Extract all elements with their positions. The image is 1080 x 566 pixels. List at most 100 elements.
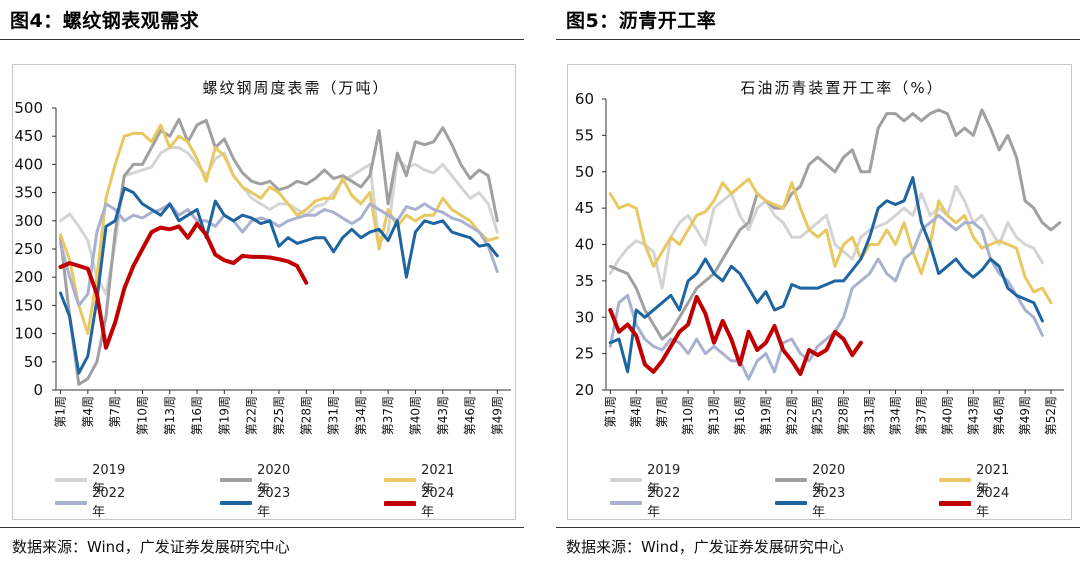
series-line <box>608 184 1044 290</box>
legend-item: 2023年 <box>220 486 296 520</box>
series-line <box>608 176 1044 374</box>
legend-item: 2021年 <box>939 463 1015 497</box>
y-tick-label: 350 <box>14 184 43 202</box>
right-panel-title: 图5：沥青开工率 <box>566 10 717 32</box>
x-tick-label: 第43周 <box>966 396 980 435</box>
y-tick-label: 25 <box>575 345 594 363</box>
x-tick-label: 第4周 <box>81 396 95 428</box>
chart-title: 石油沥青装置开工率（%） <box>740 79 943 97</box>
y-tick-label: 60 <box>575 90 594 108</box>
chart-title: 螺纹钢周度表需（万吨） <box>202 79 389 97</box>
right-chart-frame <box>567 64 1072 520</box>
series-line <box>59 117 499 386</box>
legend-item: 2020年 <box>775 463 851 497</box>
legend-label: 2019年 <box>92 463 126 497</box>
x-tick-label: 第4周 <box>629 396 643 428</box>
left-bottom-rule <box>0 527 524 528</box>
y-tick-label: 40 <box>575 236 594 254</box>
legend-item: 2021年 <box>384 463 460 497</box>
x-tick-label: 第40周 <box>940 396 954 435</box>
legend-swatch <box>55 478 88 482</box>
legend-swatch <box>939 478 972 482</box>
x-tick-label: 第16周 <box>733 396 747 435</box>
x-tick-label: 第46周 <box>992 396 1006 435</box>
right-bottom-rule <box>556 527 1080 528</box>
x-tick-label: 第49周 <box>1018 396 1032 435</box>
x-tick-label: 第28周 <box>299 396 313 435</box>
x-tick-label: 第34周 <box>354 396 368 435</box>
y-tick-label: 30 <box>575 308 594 326</box>
x-tick-label: 第1周 <box>54 396 68 428</box>
legend-swatch <box>220 501 253 505</box>
x-tick-label: 第10周 <box>135 396 149 435</box>
x-tick-label: 第46周 <box>463 396 477 435</box>
y-tick-label: 500 <box>14 99 43 117</box>
y-tick-label: 50 <box>575 163 594 181</box>
series-line <box>59 123 499 336</box>
x-tick-label: 第16周 <box>190 396 204 435</box>
y-tick-label: 150 <box>14 296 43 314</box>
y-tick-label: 55 <box>575 126 594 144</box>
legend-label: 2022年 <box>92 486 126 520</box>
x-tick-label: 第43周 <box>436 396 450 435</box>
y-tick-label: 450 <box>14 127 43 145</box>
legend-label: 2021年 <box>976 463 1010 497</box>
legend-label: 2024年 <box>976 486 1010 520</box>
left-chart-frame <box>12 64 516 520</box>
y-tick-label: 250 <box>14 240 43 258</box>
x-tick-label: 第34周 <box>888 396 902 435</box>
legend-label: 2020年 <box>257 463 291 497</box>
legend-swatch <box>55 501 88 505</box>
legend-item: 2023年 <box>775 486 851 520</box>
legend-label: 2023年 <box>812 486 846 520</box>
series-line <box>59 146 499 296</box>
x-tick-label: 第31周 <box>863 396 877 435</box>
legend-item: 2024年 <box>384 486 460 520</box>
x-tick-label: 第13周 <box>707 396 721 435</box>
legend-label: 2020年 <box>812 463 846 497</box>
legend-swatch <box>775 478 808 482</box>
y-tick-label: 0 <box>33 381 43 399</box>
legend-swatch <box>939 500 972 506</box>
x-tick-label: 第37周 <box>381 396 395 435</box>
y-tick-label: 35 <box>575 272 594 290</box>
x-tick-label: 第10周 <box>681 396 695 435</box>
series-line <box>58 221 309 350</box>
x-tick-label: 第49周 <box>490 396 504 435</box>
left-source: 数据来源：Wind，广发证券发展研究中心 <box>12 538 290 556</box>
x-tick-label: 第40周 <box>408 396 422 435</box>
legend-label: 2019年 <box>647 463 681 497</box>
x-tick-label: 第1周 <box>603 396 617 428</box>
y-tick-label: 200 <box>14 268 43 286</box>
series-line <box>608 108 1062 341</box>
series-line <box>608 177 1053 305</box>
series-line <box>59 186 499 375</box>
x-tick-label: 第7周 <box>655 396 669 428</box>
y-tick-label: 45 <box>575 199 594 217</box>
x-tick-label: 第28周 <box>837 396 851 435</box>
y-tick-label: 50 <box>24 353 43 371</box>
x-tick-label: 第37周 <box>914 396 928 435</box>
right-source: 数据来源：Wind，广发证券发展研究中心 <box>566 538 844 556</box>
y-tick-label: 100 <box>14 325 43 343</box>
legend-item: 2024年 <box>939 486 1015 520</box>
left-panel-title: 图4：螺纹钢表观需求 <box>10 10 200 32</box>
series-line <box>608 213 1044 381</box>
x-tick-label: 第19周 <box>217 396 231 435</box>
legend-item: 2019年 <box>610 463 686 497</box>
left-title-rule <box>0 39 524 40</box>
y-tick-label: 20 <box>575 381 594 399</box>
x-tick-label: 第31周 <box>327 396 341 435</box>
legend-label: 2023年 <box>257 486 291 520</box>
x-tick-label: 第22周 <box>245 396 259 435</box>
legend-label: 2024年 <box>421 486 455 520</box>
right-title-rule <box>556 39 1080 40</box>
x-tick-label: 第25周 <box>811 396 825 435</box>
y-tick-label: 300 <box>14 212 43 230</box>
legend-swatch <box>775 501 808 505</box>
legend-item: 2022年 <box>610 486 686 520</box>
legend-swatch <box>610 501 643 505</box>
legend-swatch <box>610 478 643 482</box>
